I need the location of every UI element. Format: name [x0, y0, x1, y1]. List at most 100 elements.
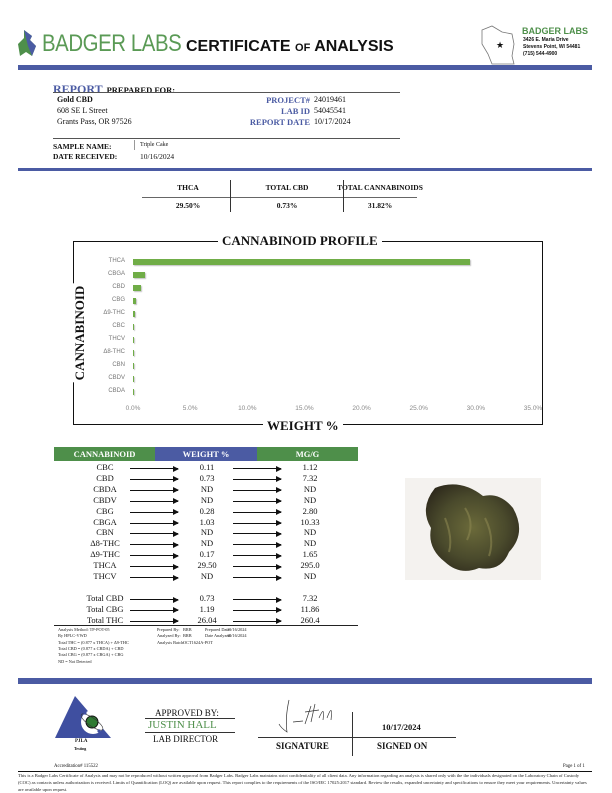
table-row: Total CBD 0.73 7.32 [54, 593, 358, 604]
chart-bar [133, 311, 135, 317]
table-row: Δ8-THC ND ND [54, 538, 358, 549]
cannabinoid-name: Total CBG [86, 603, 124, 614]
chart-bar [133, 324, 135, 330]
summary-header: TOTAL CBD [265, 183, 309, 192]
weight-percent: 0.17 [199, 549, 215, 560]
method-line: By HPLC-VWD [58, 633, 87, 639]
table-row: CBDA ND ND [54, 484, 358, 495]
arrow-icon [130, 476, 179, 483]
chart-category-label: THCA [108, 258, 125, 264]
mg-per-g: 1.12 [302, 462, 318, 472]
cannabinoid-name: Δ8-THC [90, 538, 120, 549]
arrow-icon [130, 607, 179, 614]
arrow-icon [233, 498, 282, 505]
arrow-icon [130, 563, 179, 570]
divider [134, 140, 135, 150]
mg-per-g: 295.0 [300, 560, 320, 571]
mg-per-g: 10.33 [300, 516, 320, 527]
arrow-icon [130, 509, 179, 516]
cannabinoid-name: CBD [96, 472, 114, 483]
table-row: Total CBG 1.19 11.86 [54, 604, 358, 615]
arrow-icon [233, 563, 282, 570]
method-line: Analysis Method: TP-POT-05 [58, 627, 110, 632]
divider [352, 712, 353, 756]
chart-category-label: CBC [112, 323, 125, 329]
summary-value: 0.73% [276, 201, 298, 210]
summary-value: 31.82% [367, 201, 393, 210]
weight-percent: ND [200, 571, 214, 581]
wisconsin-map-icon: ★ [481, 25, 515, 65]
table-bottom-line [54, 625, 358, 626]
report-info-label: REPORT DATE [249, 117, 310, 127]
chart-x-tick-label: 25.0% [409, 405, 428, 412]
chart-category-label: CBD [112, 284, 125, 290]
arrow-icon [130, 618, 179, 625]
cannabinoid-name: THCA [93, 560, 117, 571]
svg-text:★: ★ [496, 40, 504, 50]
table-row: CBDV ND ND [54, 495, 358, 506]
chart-bar [133, 350, 134, 356]
signature-label: SIGNATURE [276, 741, 329, 751]
arrow-icon [233, 574, 282, 581]
report-info-label: PROJECT# [266, 95, 310, 105]
weight-percent: 26.04 [197, 614, 217, 625]
arrow-icon [233, 465, 282, 472]
summary-header: TOTAL CANNABINOIDS [337, 183, 423, 192]
weight-percent: 1.19 [199, 603, 215, 614]
arrow-icon [233, 596, 282, 603]
weight-percent: ND [200, 483, 214, 494]
badger-logo-icon [18, 30, 36, 56]
table-row: CBC 0.11 1.12 [54, 462, 358, 473]
mg-per-g: 1.65 [302, 549, 318, 560]
weight-percent: 0.11 [199, 462, 215, 472]
pjla-accreditation-icon [55, 696, 111, 738]
weight-percent: 0.73 [199, 593, 215, 603]
column-header-cannabinoid: CANNABINOID [54, 447, 155, 461]
arrow-icon [233, 618, 282, 625]
weight-percent: ND [200, 538, 214, 549]
cannabinoid-name: CBDV [93, 494, 117, 505]
mg-per-g: 260.4 [300, 614, 320, 625]
column-header-mg-g: MG/G [257, 447, 358, 461]
table-row: CBD 0.73 7.32 [54, 473, 358, 484]
arrow-icon [233, 530, 282, 537]
chart-x-tick-label: 10.0% [238, 405, 257, 412]
approver-name: JUSTIN HALL [148, 719, 217, 731]
summary-header: THCA [177, 183, 199, 192]
divider [230, 180, 231, 212]
mg-per-g: ND [303, 527, 317, 538]
weight-percent: ND [200, 494, 214, 505]
signed-date: 10/17/2024 [382, 722, 421, 732]
divider [145, 732, 235, 733]
date-received: 10/16/2024 [140, 152, 175, 161]
weight-percent: 0.73 [199, 472, 215, 483]
client-address-2: Grants Pass, OR 97526 [57, 117, 132, 126]
chart-bar [133, 337, 134, 343]
cannabinoid-name: CBDA [93, 483, 117, 494]
header-divider [18, 65, 592, 70]
chart-bar [133, 363, 134, 369]
chart-category-label: CBN [112, 362, 125, 368]
arrow-icon [130, 520, 179, 526]
cannabis-bud-image [405, 478, 541, 580]
mg-per-g: ND [303, 538, 317, 549]
cannabinoid-name: Total THC [86, 614, 124, 625]
report-info-value: 54045541 [314, 106, 346, 115]
client-name: Gold CBD [57, 95, 93, 104]
arrow-icon [130, 465, 179, 472]
divider [53, 92, 400, 93]
arrow-icon [233, 552, 282, 559]
mg-per-g: ND [303, 571, 317, 581]
chart-category-label: Δ9-THC [103, 310, 125, 316]
arrow-icon [233, 509, 282, 516]
report-info-label: LAB ID [280, 106, 310, 116]
arrow-icon [130, 552, 179, 559]
arrow-icon [233, 607, 282, 614]
arrow-icon [233, 541, 282, 548]
lab-badge: ★ BADGER LABS 3426 E. Maria Drive Steven… [478, 22, 608, 72]
approved-by-label: APPROVED BY: [155, 708, 219, 718]
table-row: Δ9-THC 0.17 1.65 [54, 549, 358, 560]
chart-x-label: WEIGHT % [263, 418, 343, 434]
arrow-icon [233, 487, 282, 494]
table-row: THCV ND ND [54, 571, 358, 582]
